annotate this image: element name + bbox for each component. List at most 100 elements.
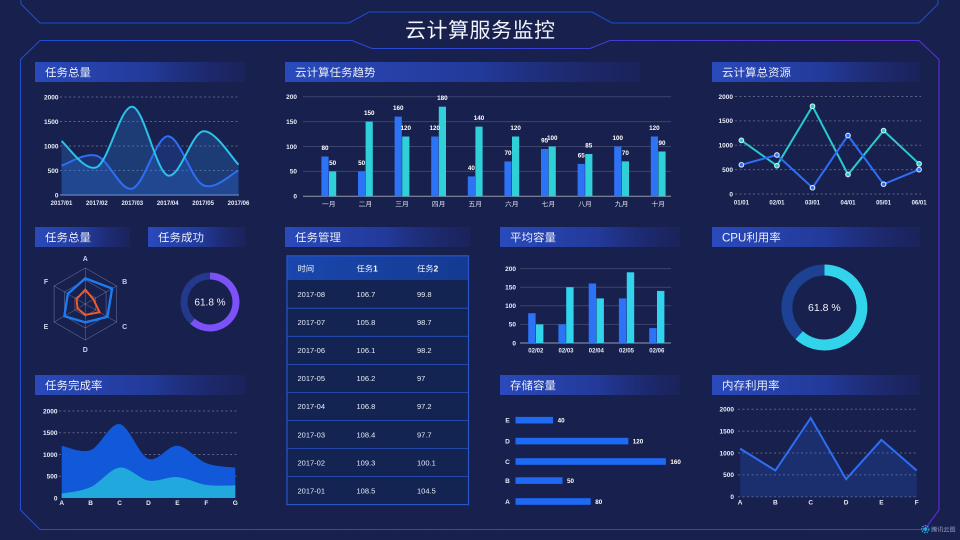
svg-text:2017/04: 2017/04 <box>157 201 179 207</box>
svg-text:100: 100 <box>613 135 624 142</box>
svg-text:106.2: 106.2 <box>357 374 376 383</box>
svg-text:G: G <box>233 500 238 507</box>
svg-text:1: 1 <box>373 264 378 274</box>
svg-text:100: 100 <box>505 303 516 310</box>
svg-text:2000: 2000 <box>720 407 735 414</box>
svg-text:98.7: 98.7 <box>417 318 432 327</box>
svg-text:0: 0 <box>54 495 58 502</box>
svg-text:40: 40 <box>558 418 566 425</box>
svg-text:2: 2 <box>434 264 439 274</box>
svg-text:140: 140 <box>474 115 485 122</box>
svg-text:61.8 %: 61.8 % <box>194 298 225 309</box>
svg-text:1000: 1000 <box>719 143 734 150</box>
svg-text:C: C <box>117 500 122 507</box>
svg-text:95: 95 <box>541 138 549 145</box>
svg-text:100: 100 <box>547 135 558 142</box>
svg-text:50: 50 <box>567 478 575 485</box>
svg-text:01/01: 01/01 <box>734 201 750 207</box>
svg-text:2017-01: 2017-01 <box>298 486 326 495</box>
svg-text:2017-02: 2017-02 <box>298 458 326 467</box>
svg-text:500: 500 <box>723 472 734 479</box>
svg-text:200: 200 <box>286 94 297 101</box>
svg-text:1500: 1500 <box>44 119 59 126</box>
svg-text:160: 160 <box>670 459 681 466</box>
svg-text:1000: 1000 <box>720 450 735 457</box>
svg-text:0: 0 <box>729 191 733 198</box>
svg-text:0: 0 <box>512 340 516 347</box>
svg-text:CPU: CPU <box>722 233 746 245</box>
svg-text:180: 180 <box>437 95 448 102</box>
svg-text:98.2: 98.2 <box>417 346 432 355</box>
svg-text:A: A <box>59 500 64 507</box>
svg-text:0: 0 <box>55 192 59 199</box>
svg-text:B: B <box>88 500 93 507</box>
svg-text:D: D <box>844 500 849 507</box>
svg-text:2017-08: 2017-08 <box>298 290 326 299</box>
svg-text:2017-04: 2017-04 <box>298 402 326 411</box>
svg-text:2017/06: 2017/06 <box>228 201 250 207</box>
svg-text:2000: 2000 <box>44 94 59 101</box>
svg-text:D: D <box>505 438 510 445</box>
svg-text:02/04: 02/04 <box>589 349 605 355</box>
svg-text:80: 80 <box>321 145 329 152</box>
svg-text:109.3: 109.3 <box>357 458 376 467</box>
svg-text:1500: 1500 <box>720 428 735 435</box>
svg-text:200: 200 <box>505 266 516 273</box>
svg-text:85: 85 <box>585 143 593 150</box>
svg-text:E: E <box>505 418 510 425</box>
svg-text:B: B <box>122 279 127 286</box>
svg-text:1500: 1500 <box>719 118 734 125</box>
svg-text:40: 40 <box>468 165 476 172</box>
svg-text:C: C <box>505 459 510 466</box>
svg-text:97.2: 97.2 <box>417 402 432 411</box>
svg-text:106.1: 106.1 <box>357 346 376 355</box>
svg-text:02/06: 02/06 <box>649 349 665 355</box>
svg-text:B: B <box>505 478 510 485</box>
svg-text:F: F <box>44 279 49 286</box>
svg-text:2017-03: 2017-03 <box>298 430 326 439</box>
svg-text:E: E <box>175 500 180 507</box>
svg-text:1000: 1000 <box>44 143 59 150</box>
svg-text:108.5: 108.5 <box>357 486 376 495</box>
svg-text:A: A <box>738 500 743 507</box>
svg-text:500: 500 <box>47 474 58 481</box>
svg-text:02/01: 02/01 <box>769 201 785 207</box>
svg-text:F: F <box>204 500 208 507</box>
svg-text:100: 100 <box>286 144 297 151</box>
svg-text:150: 150 <box>286 119 297 126</box>
svg-text:2017-07: 2017-07 <box>298 318 326 327</box>
svg-text:02/03: 02/03 <box>558 349 574 355</box>
svg-text:1500: 1500 <box>43 430 58 437</box>
svg-text:C: C <box>808 500 813 507</box>
svg-text:120: 120 <box>633 438 644 445</box>
svg-text:500: 500 <box>48 168 59 175</box>
svg-text:100.1: 100.1 <box>417 458 436 467</box>
svg-text:F: F <box>915 500 919 507</box>
svg-text:120: 120 <box>649 125 660 132</box>
svg-text:2017/01: 2017/01 <box>51 201 73 207</box>
svg-text:2000: 2000 <box>719 94 734 101</box>
svg-text:70: 70 <box>504 150 512 157</box>
svg-text:03/01: 03/01 <box>805 201 821 207</box>
svg-text:50: 50 <box>290 169 298 176</box>
svg-text:99.8: 99.8 <box>417 290 432 299</box>
svg-text:80: 80 <box>595 499 603 506</box>
svg-text:120: 120 <box>401 125 412 132</box>
svg-text:05/01: 05/01 <box>876 201 892 207</box>
svg-text:2000: 2000 <box>43 408 58 415</box>
svg-text:105.8: 105.8 <box>357 318 376 327</box>
svg-text:0: 0 <box>730 494 734 501</box>
svg-text:A: A <box>83 256 88 263</box>
svg-text:E: E <box>44 324 49 331</box>
svg-text:02/05: 02/05 <box>619 349 635 355</box>
svg-text:0: 0 <box>293 194 297 201</box>
svg-text:65: 65 <box>578 152 586 159</box>
svg-text:04/01: 04/01 <box>840 201 856 207</box>
svg-text:1000: 1000 <box>43 452 58 459</box>
svg-text:61.8 %: 61.8 % <box>808 302 841 314</box>
svg-text:06/01: 06/01 <box>912 201 928 207</box>
svg-text:2017-06: 2017-06 <box>298 346 326 355</box>
svg-text:2017/05: 2017/05 <box>192 201 214 207</box>
svg-text:104.5: 104.5 <box>417 486 436 495</box>
svg-text:D: D <box>146 500 151 507</box>
